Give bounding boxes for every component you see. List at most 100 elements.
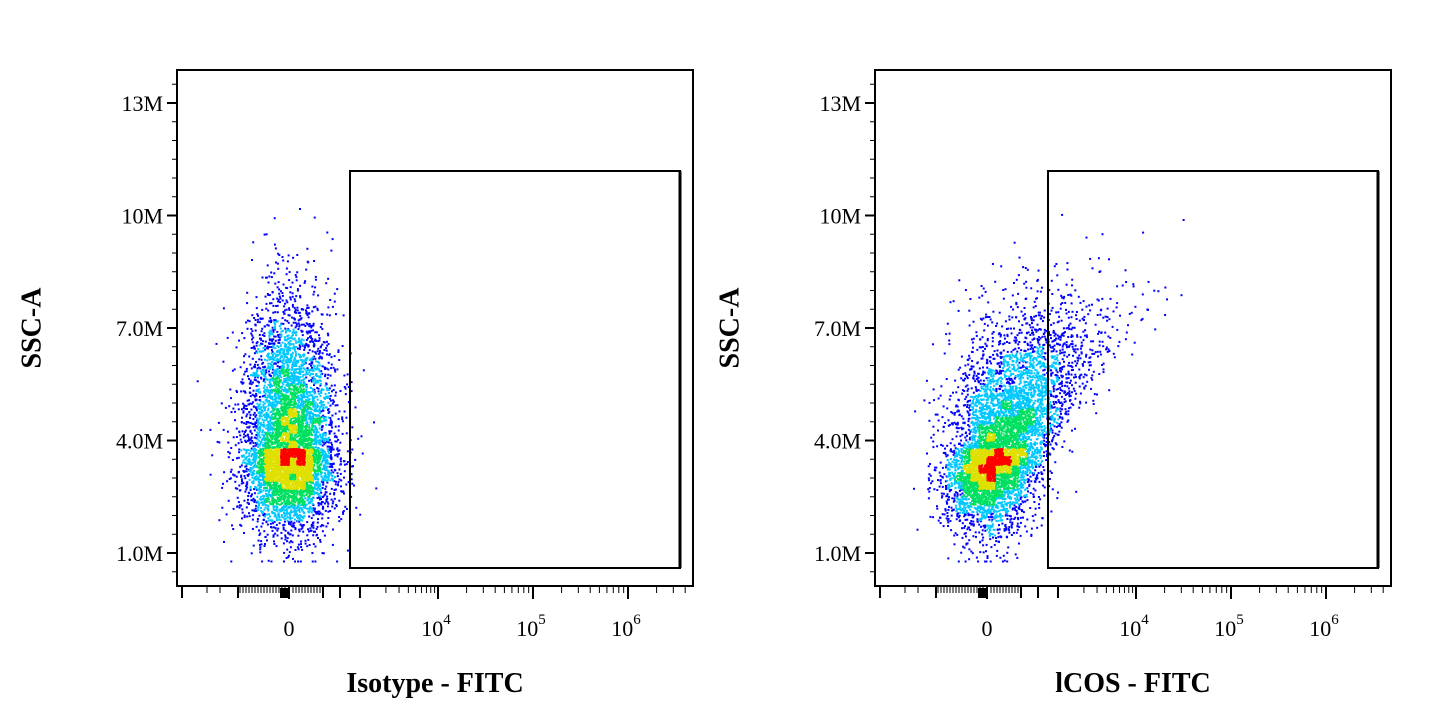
event-point bbox=[265, 513, 268, 516]
event-point bbox=[290, 505, 293, 508]
event-point bbox=[244, 429, 247, 432]
event-point bbox=[312, 429, 315, 432]
event-point bbox=[277, 334, 280, 336]
event-point bbox=[269, 431, 272, 434]
event-point bbox=[300, 435, 303, 438]
event-point bbox=[282, 380, 285, 383]
event-point bbox=[291, 503, 294, 505]
event-point bbox=[300, 379, 303, 382]
event-point bbox=[276, 529, 279, 532]
event-point bbox=[252, 441, 255, 444]
event-point bbox=[317, 409, 320, 412]
event-point bbox=[335, 453, 338, 456]
event-point bbox=[308, 379, 310, 382]
event-point bbox=[276, 429, 278, 432]
event-point bbox=[298, 426, 301, 429]
event-point bbox=[320, 436, 323, 439]
event-point bbox=[306, 307, 309, 309]
event-point bbox=[306, 312, 309, 315]
event-point bbox=[323, 455, 326, 458]
event-point bbox=[235, 427, 238, 430]
event-point bbox=[314, 507, 316, 510]
event-point bbox=[250, 383, 253, 386]
event-point bbox=[275, 430, 278, 433]
event-point bbox=[326, 479, 329, 482]
event-point bbox=[265, 438, 268, 441]
event-point bbox=[265, 371, 268, 374]
event-point bbox=[226, 430, 229, 433]
event-point bbox=[284, 336, 286, 339]
event-point bbox=[325, 437, 328, 440]
event-point bbox=[314, 378, 317, 381]
event-point bbox=[319, 412, 321, 415]
event-point bbox=[281, 408, 284, 411]
event-point bbox=[261, 431, 264, 433]
event-point bbox=[273, 438, 276, 441]
event-point bbox=[350, 390, 353, 393]
event-point bbox=[289, 340, 292, 342]
event-point bbox=[323, 534, 326, 537]
event-point bbox=[297, 311, 300, 314]
event-point bbox=[319, 380, 322, 382]
event-point bbox=[289, 518, 292, 521]
event-point bbox=[327, 476, 330, 479]
event-point bbox=[294, 477, 297, 480]
event-point bbox=[287, 385, 290, 388]
event-point bbox=[282, 430, 285, 433]
event-point bbox=[272, 357, 275, 360]
event-point bbox=[305, 399, 308, 401]
event-point bbox=[270, 488, 273, 491]
event-point bbox=[258, 543, 261, 546]
event-point bbox=[286, 537, 289, 540]
event-point bbox=[307, 447, 310, 450]
event-point bbox=[278, 485, 280, 488]
event-point bbox=[331, 443, 333, 446]
event-point bbox=[287, 506, 290, 509]
event-point bbox=[258, 381, 260, 384]
event-point bbox=[266, 345, 269, 348]
event-point bbox=[295, 276, 298, 279]
event-point bbox=[319, 488, 321, 490]
event-point bbox=[322, 552, 325, 555]
event-point bbox=[240, 381, 243, 383]
event-point bbox=[318, 361, 321, 364]
event-point bbox=[238, 448, 241, 451]
event-point bbox=[298, 338, 301, 341]
event-point bbox=[321, 327, 324, 330]
event-point bbox=[275, 353, 278, 356]
event-point bbox=[274, 527, 277, 530]
event-point bbox=[305, 418, 308, 421]
event-point bbox=[324, 397, 326, 400]
event-point bbox=[299, 416, 302, 419]
event-point bbox=[255, 443, 258, 446]
event-point bbox=[276, 311, 279, 314]
event-point bbox=[314, 472, 317, 474]
event-point bbox=[257, 389, 260, 392]
event-point bbox=[343, 460, 346, 463]
event-point bbox=[320, 503, 323, 506]
event-point bbox=[266, 264, 269, 267]
event-point bbox=[308, 481, 311, 483]
event-point bbox=[257, 419, 260, 421]
event-point bbox=[355, 506, 358, 509]
event-point bbox=[285, 267, 288, 270]
event-point bbox=[276, 432, 279, 435]
event-point bbox=[297, 391, 300, 394]
event-point bbox=[316, 511, 318, 514]
event-point bbox=[243, 532, 245, 534]
event-point bbox=[306, 247, 309, 250]
event-point bbox=[320, 428, 323, 431]
event-point bbox=[293, 388, 296, 390]
event-point bbox=[308, 394, 311, 397]
event-point bbox=[293, 337, 296, 340]
event-point bbox=[327, 343, 330, 345]
event-point bbox=[288, 336, 291, 339]
event-point bbox=[300, 422, 303, 425]
event-point bbox=[276, 427, 279, 430]
event-point bbox=[241, 455, 244, 458]
event-point bbox=[265, 389, 268, 392]
event-point bbox=[241, 480, 243, 483]
event-point bbox=[289, 435, 292, 438]
event-point bbox=[297, 514, 300, 517]
event-point bbox=[292, 384, 295, 387]
